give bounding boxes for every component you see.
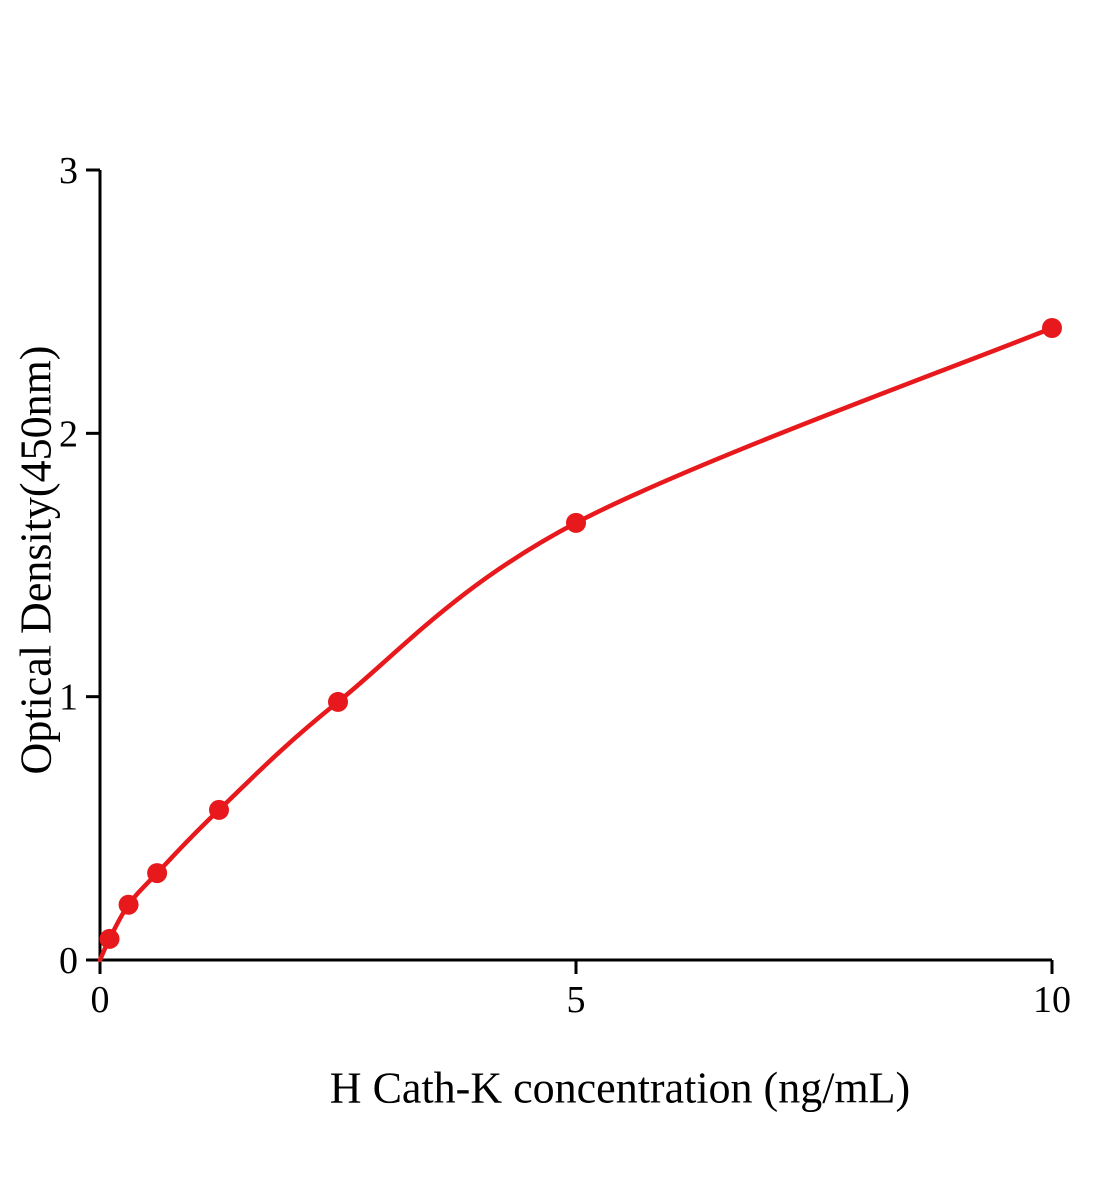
- y-tick-label: 2: [59, 413, 78, 455]
- fit-curve: [97, 325, 1055, 963]
- y-tick-label: 3: [59, 150, 78, 192]
- y-axis-title: Optical Density(450nm): [11, 345, 61, 775]
- x-tick-label: 5: [567, 979, 586, 1021]
- data-point: [99, 928, 120, 949]
- x-tick-label: 0: [91, 979, 110, 1021]
- data-point: [118, 894, 139, 915]
- y-tick-label: 0: [59, 940, 78, 982]
- y-tick-label: 1: [59, 677, 78, 719]
- data-point: [328, 691, 348, 712]
- data-point: [209, 799, 229, 820]
- data-point: [566, 512, 586, 533]
- data-point: [147, 863, 168, 884]
- x-tick-label: 10: [1033, 979, 1071, 1021]
- x-axis-title: H Cath-K concentration (ng/mL): [329, 1063, 911, 1113]
- data-point: [1042, 318, 1062, 338]
